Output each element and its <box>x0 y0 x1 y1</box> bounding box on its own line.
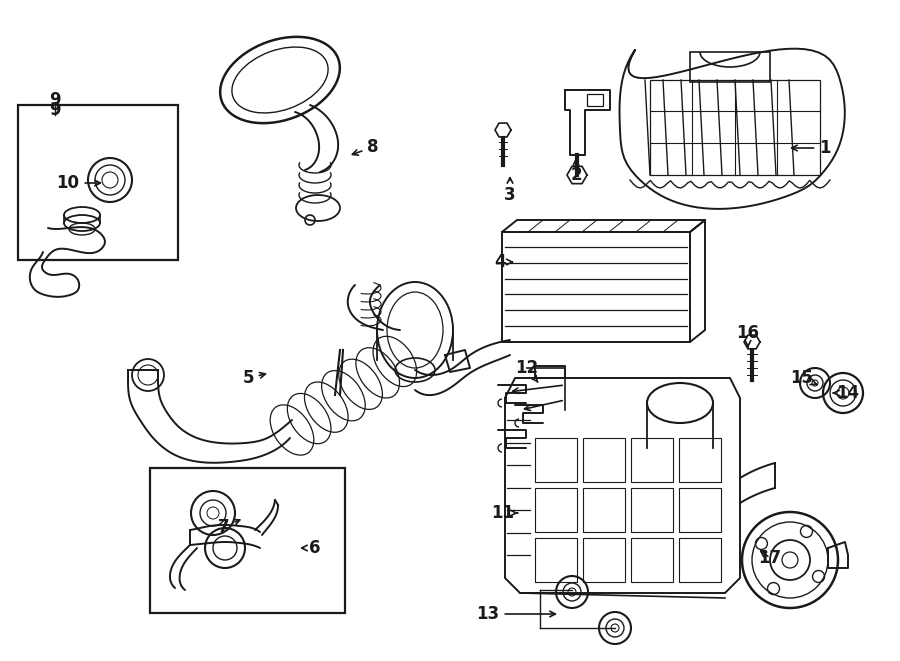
Text: 9: 9 <box>50 91 61 109</box>
Bar <box>535 538 577 582</box>
Bar <box>631 438 673 482</box>
Bar <box>679 438 721 482</box>
Text: 13: 13 <box>476 605 555 623</box>
Bar <box>650 80 820 175</box>
Text: 11: 11 <box>491 504 518 522</box>
Text: 2: 2 <box>571 159 581 184</box>
Text: 17: 17 <box>759 549 781 567</box>
Bar <box>690 52 770 82</box>
Text: 7: 7 <box>218 518 239 536</box>
Bar <box>631 488 673 532</box>
Text: 12: 12 <box>516 359 538 382</box>
Bar <box>583 538 625 582</box>
Bar <box>18 105 178 260</box>
Text: 15: 15 <box>790 369 816 387</box>
Text: 8: 8 <box>353 138 379 156</box>
Bar <box>631 538 673 582</box>
Text: 9: 9 <box>50 101 61 119</box>
Text: 4: 4 <box>494 253 512 271</box>
Bar <box>535 488 577 532</box>
Text: 5: 5 <box>242 369 266 387</box>
Bar <box>583 438 625 482</box>
Text: 3: 3 <box>504 178 516 204</box>
Bar <box>679 538 721 582</box>
Text: 14: 14 <box>833 384 860 402</box>
Bar <box>583 488 625 532</box>
Text: 1: 1 <box>792 139 831 157</box>
Bar <box>587 94 603 106</box>
Text: 6: 6 <box>302 539 320 557</box>
Text: 16: 16 <box>736 324 760 348</box>
Text: 10: 10 <box>57 174 101 192</box>
Bar <box>535 438 577 482</box>
Bar <box>679 488 721 532</box>
Bar <box>150 468 345 613</box>
